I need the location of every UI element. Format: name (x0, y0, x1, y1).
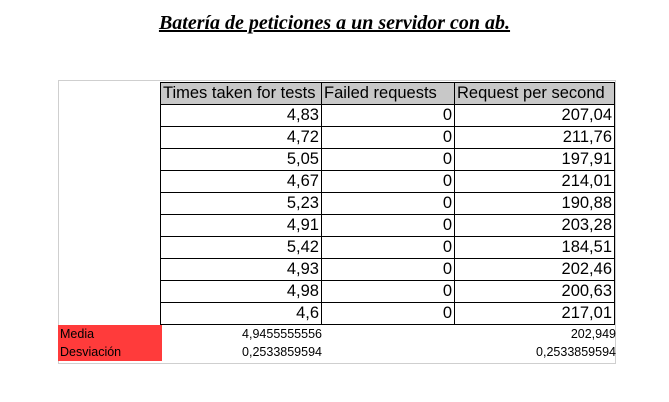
table-row: 4,67 0 214,01 (160, 170, 615, 193)
cell-failed-requests: 0 (321, 104, 455, 127)
summary-row-mean: Media 4,9455555556 202,949 (58, 325, 618, 343)
summary-deviation-requests-per-second: 0,2533859594 (536, 345, 616, 359)
table-row: 4,83 0 207,04 (160, 104, 615, 127)
cell-requests-per-second: 197,91 (454, 148, 615, 171)
cell-times-taken: 4,98 (160, 280, 322, 303)
cell-requests-per-second: 184,51 (454, 236, 615, 259)
cell-failed-requests: 0 (321, 148, 455, 171)
cell-requests-per-second: 211,76 (454, 126, 615, 149)
cell-failed-requests: 0 (321, 192, 455, 215)
document-title: Batería de peticiones a un servidor con … (158, 12, 511, 34)
header-times-taken: Times taken for tests (160, 82, 322, 105)
summary-mean-times-taken: 4,9455555556 (242, 327, 322, 341)
table-row: 4,91 0 203,28 (160, 214, 615, 237)
table-row: 5,23 0 190,88 (160, 192, 615, 215)
cell-requests-per-second: 214,01 (454, 170, 615, 193)
cell-times-taken: 4,93 (160, 258, 322, 281)
header-requests-per-second: Request per second (454, 82, 615, 105)
summary-label-deviation: Desviación (58, 343, 162, 361)
table-row: 4,93 0 202,46 (160, 258, 615, 281)
summary-label-mean: Media (58, 325, 162, 343)
results-table: Times taken for tests Failed requests Re… (160, 82, 615, 325)
cell-requests-per-second: 202,46 (454, 258, 615, 281)
table-row: 4,6 0 217,01 (160, 302, 615, 325)
cell-failed-requests: 0 (321, 170, 455, 193)
cell-failed-requests: 0 (321, 126, 455, 149)
cell-times-taken: 5,23 (160, 192, 322, 215)
table-row: 4,72 0 211,76 (160, 126, 615, 149)
cell-failed-requests: 0 (321, 214, 455, 237)
cell-times-taken: 4,67 (160, 170, 322, 193)
cell-requests-per-second: 217,01 (454, 302, 615, 325)
cell-failed-requests: 0 (321, 236, 455, 259)
cell-times-taken: 4,83 (160, 104, 322, 127)
spreadsheet-area (58, 80, 616, 364)
cell-failed-requests: 0 (321, 302, 455, 325)
header-failed-requests: Failed requests (321, 82, 455, 105)
cell-failed-requests: 0 (321, 258, 455, 281)
cell-times-taken: 4,6 (160, 302, 322, 325)
table-row: 5,05 0 197,91 (160, 148, 615, 171)
summary-mean-requests-per-second: 202,949 (570, 327, 616, 341)
cell-requests-per-second: 190,88 (454, 192, 615, 215)
table-row: 5,42 0 184,51 (160, 236, 615, 259)
cell-times-taken: 4,72 (160, 126, 322, 149)
cell-times-taken: 4,91 (160, 214, 322, 237)
cell-failed-requests: 0 (321, 280, 455, 303)
cell-times-taken: 5,42 (160, 236, 322, 259)
summary-deviation-times-taken: 0,2533859594 (242, 345, 322, 359)
cell-requests-per-second: 203,28 (454, 214, 615, 237)
cell-requests-per-second: 207,04 (454, 104, 615, 127)
summary-row-deviation: Desviación 0,2533859594 0,2533859594 (58, 343, 618, 361)
cell-requests-per-second: 200,63 (454, 280, 615, 303)
cell-times-taken: 5,05 (160, 148, 322, 171)
table-header-row: Times taken for tests Failed requests Re… (160, 82, 615, 105)
table-row: 4,98 0 200,63 (160, 280, 615, 303)
summary-table: Media 4,9455555556 202,949 Desviación 0,… (58, 325, 618, 361)
